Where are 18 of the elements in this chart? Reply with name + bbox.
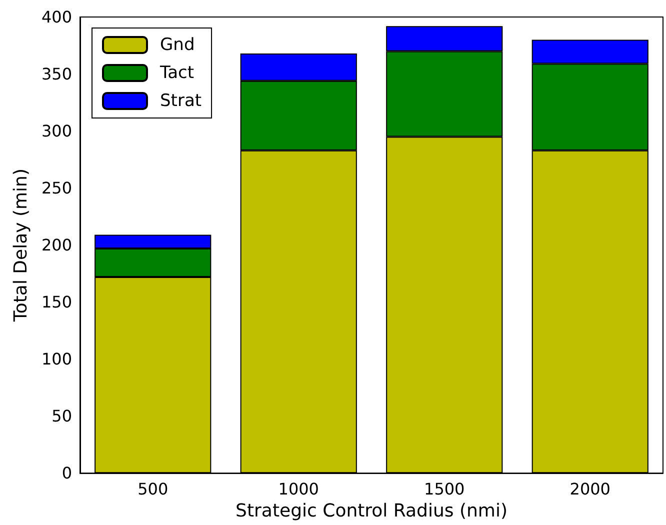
y-tick-label: 250	[41, 178, 72, 198]
y-tick-label: 50	[52, 406, 72, 426]
y-tick-label: 200	[41, 236, 72, 255]
x-tick-label: 1000	[278, 480, 319, 499]
x-tick-label: 500	[138, 480, 168, 499]
y-axis-title: Total Delay (min)	[10, 168, 32, 323]
y-tick-label: 0	[62, 464, 72, 483]
y-tick-label: 100	[41, 350, 72, 369]
y-tick-label: 300	[41, 122, 72, 141]
legend-label: Tact	[159, 63, 194, 83]
legend-label: Strat	[160, 91, 202, 111]
y-tick-label: 400	[41, 8, 72, 26]
y-tick-label: 350	[41, 64, 72, 84]
x-tick-label: 1500	[424, 480, 465, 499]
y-tick-label: 150	[41, 292, 72, 312]
legend-label: Gnd	[160, 35, 195, 55]
x-axis-title: Strategic Control Radius (nmi)	[236, 500, 508, 522]
x-tick-label: 2000	[570, 480, 610, 499]
